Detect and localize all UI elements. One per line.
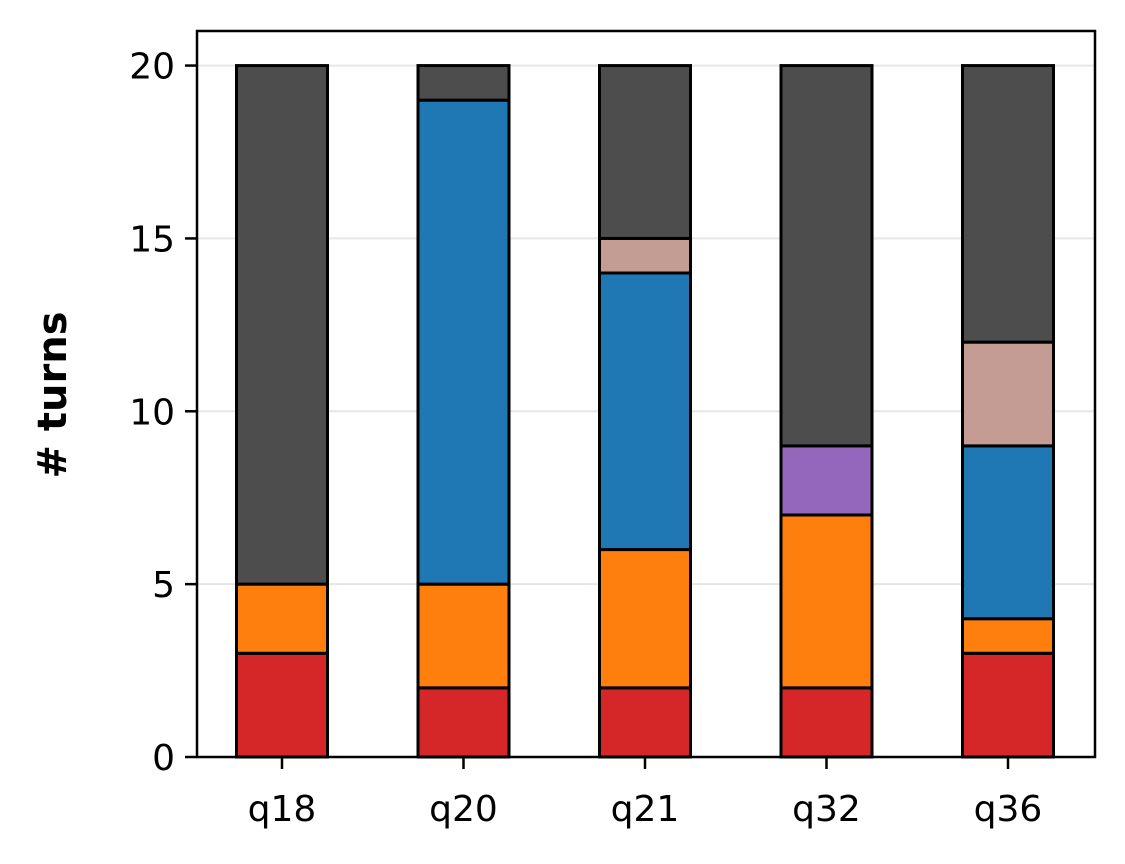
y-tick-label: 5: [152, 565, 175, 606]
bar-segment: [779, 513, 874, 690]
bar-segment: [235, 64, 329, 586]
bar-segment: [416, 98, 511, 586]
bar-segment: [598, 548, 692, 690]
x-axis-ticks: q18 q20 q21 q32 q36: [248, 757, 1043, 830]
bar-segment: [598, 64, 692, 240]
bar-segment: [961, 340, 1055, 448]
bar-segment: [961, 617, 1055, 655]
bar-segment: [598, 236, 692, 275]
bar-segment: [416, 582, 511, 690]
y-tick-label: 0: [152, 738, 175, 779]
bar-segment: [598, 686, 692, 759]
y-axis-label: # turns: [30, 311, 76, 478]
bar-segment: [779, 686, 874, 759]
bar-segment: [416, 686, 511, 759]
bar-segment: [416, 64, 511, 102]
bar-segment: [779, 444, 874, 517]
bar-segment: [598, 271, 692, 552]
bar-segment: [235, 582, 329, 655]
bars-group: [235, 64, 1055, 759]
y-tick-label: 15: [129, 219, 175, 260]
bar-segment: [961, 444, 1055, 621]
x-tick-label: q18: [248, 789, 317, 830]
bar-segment: [779, 64, 874, 448]
x-tick-label: q21: [611, 789, 680, 830]
y-tick-label: 20: [129, 47, 175, 88]
y-tick-label: 10: [129, 392, 175, 433]
bar-segment: [961, 651, 1055, 759]
x-tick-label: q36: [974, 789, 1043, 830]
x-tick-label: q20: [429, 789, 498, 830]
bar-segment: [961, 64, 1055, 344]
y-axis-ticks: 0 5 10 15 20: [129, 47, 197, 779]
bar-segment: [235, 651, 329, 759]
x-tick-label: q32: [792, 789, 861, 830]
